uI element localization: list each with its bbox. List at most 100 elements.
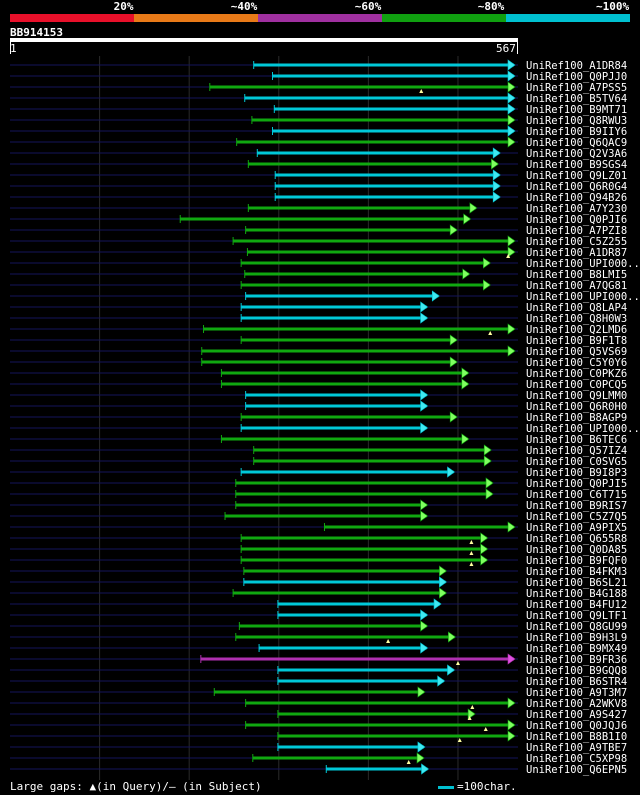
hit-bar[interactable]	[243, 569, 446, 573]
hit-bar[interactable]	[244, 272, 469, 276]
hit-label[interactable]: UniRef100_B9I8P3	[526, 467, 627, 479]
hit-label[interactable]: UniRef100_B6STR4	[526, 676, 627, 688]
hit-bar[interactable]	[259, 646, 427, 650]
hit-label[interactable]: UniRef100_Q9LTF1	[526, 610, 627, 622]
hit-bar[interactable]	[241, 261, 490, 265]
hit-label[interactable]: UniRef100_C0PCQ5	[526, 379, 627, 391]
hit-label[interactable]: UniRef100_Q0PJI6	[526, 214, 627, 226]
hit-label[interactable]: UniRef100_A7Y230	[526, 203, 627, 215]
hit-bar[interactable]	[248, 206, 476, 210]
hit-label[interactable]: UniRef100_Q0DA85	[526, 544, 627, 556]
hit-bar[interactable]	[236, 140, 515, 144]
hit-label[interactable]: UniRef100_A2WKV8	[526, 698, 627, 710]
hit-bar[interactable]	[241, 426, 427, 430]
hit-label[interactable]: UniRef100_Q8LAP4	[526, 302, 627, 314]
hit-label[interactable]: UniRef100_B9H3L9	[526, 632, 627, 644]
hit-label[interactable]: UniRef100_A7PZI8	[526, 225, 627, 237]
hit-label[interactable]: UniRef100_Q6EPN5	[526, 764, 627, 776]
hit-label[interactable]: UniRef100_B6SL21	[526, 577, 627, 589]
hit-label[interactable]: UniRef100_A9PIX5	[526, 522, 627, 534]
hit-bar[interactable]	[241, 305, 427, 309]
hit-label[interactable]: UniRef100_C5XP98	[526, 753, 627, 765]
hit-bar[interactable]	[245, 393, 427, 397]
hit-label[interactable]: UniRef100_Q5VS69	[526, 346, 627, 358]
hit-bar[interactable]	[180, 217, 470, 221]
hit-label[interactable]: UniRef100_A9TBE7	[526, 742, 627, 754]
hit-bar[interactable]	[272, 74, 514, 78]
hit-bar[interactable]	[214, 690, 424, 694]
hit-label[interactable]: UniRef100_A9S427	[526, 709, 627, 721]
hit-bar[interactable]	[225, 514, 427, 518]
hit-bar[interactable]	[247, 250, 514, 254]
hit-bar[interactable]	[221, 382, 468, 386]
hit-label[interactable]: UniRef100_Q6R0H0	[526, 401, 627, 413]
hit-label[interactable]: UniRef100_Q8H0W3	[526, 313, 627, 325]
hit-bar[interactable]	[221, 371, 468, 375]
hit-label[interactable]: UniRef100_B4FKM3	[526, 566, 627, 578]
hit-bar[interactable]	[235, 635, 455, 639]
hit-bar[interactable]	[274, 107, 514, 111]
hit-bar[interactable]	[235, 503, 427, 507]
hit-label[interactable]: UniRef100_Q9LMM0	[526, 390, 627, 402]
hit-label[interactable]: UniRef100_B9FR36	[526, 654, 627, 666]
hit-bar[interactable]	[277, 734, 514, 738]
hit-label[interactable]: UniRef100_B8B1I0	[526, 731, 627, 743]
hit-label[interactable]: UniRef100_Q0PJI5	[526, 478, 627, 490]
hit-bar[interactable]	[233, 591, 446, 595]
hit-bar[interactable]	[277, 745, 424, 749]
hit-bar[interactable]	[245, 723, 514, 727]
hit-bar[interactable]	[275, 195, 500, 199]
hit-label[interactable]: UniRef100_Q0JQJ6	[526, 720, 627, 732]
hit-label[interactable]: UniRef100_A7QG81	[526, 280, 627, 292]
hit-bar[interactable]	[277, 602, 441, 606]
hit-bar[interactable]	[326, 767, 428, 771]
hit-bar[interactable]	[277, 679, 444, 683]
hit-bar[interactable]	[253, 63, 514, 67]
hit-bar[interactable]	[253, 448, 491, 452]
hit-bar[interactable]	[235, 492, 493, 496]
hit-bar[interactable]	[324, 525, 514, 529]
hit-bar[interactable]	[257, 151, 500, 155]
hit-bar[interactable]	[277, 668, 454, 672]
hit-bar[interactable]	[241, 470, 454, 474]
hit-label[interactable]: UniRef100_Q2V3A6	[526, 148, 627, 160]
hit-label[interactable]: UniRef100_B8LMI5	[526, 269, 627, 281]
hit-label[interactable]: UniRef100_B9IIY6	[526, 126, 627, 138]
hit-label[interactable]: UniRef100_B8AGP9	[526, 412, 627, 424]
hit-label[interactable]: UniRef100_C6T715	[526, 489, 627, 501]
hit-bar[interactable]	[241, 415, 457, 419]
hit-bar[interactable]	[248, 162, 498, 166]
hit-label[interactable]: UniRef100_C5Z7Q5	[526, 511, 627, 523]
hit-label[interactable]: UniRef100_C0PKZ6	[526, 368, 627, 380]
hit-bar[interactable]	[277, 712, 475, 716]
hit-bar[interactable]	[245, 404, 427, 408]
hit-bar[interactable]	[244, 96, 514, 100]
hit-bar[interactable]	[243, 580, 446, 584]
hit-bar[interactable]	[275, 184, 500, 188]
hit-bar[interactable]	[239, 624, 427, 628]
hit-bar[interactable]	[200, 657, 514, 661]
hit-label[interactable]: UniRef100_A1DR87	[526, 247, 627, 259]
hit-label[interactable]: UniRef100_B5TV64	[526, 93, 627, 105]
hit-bar[interactable]	[203, 327, 514, 331]
hit-bar[interactable]	[221, 437, 468, 441]
hit-bar[interactable]	[272, 129, 514, 133]
hit-label[interactable]: UniRef100_Q0PJJ0	[526, 71, 627, 83]
hit-label[interactable]: UniRef100_B6TEC6	[526, 434, 627, 446]
hit-label[interactable]: UniRef100_A1DR84	[526, 60, 627, 72]
hit-label[interactable]: UniRef100_Q9LZ01	[526, 170, 627, 182]
hit-label[interactable]: UniRef100_B9MT71	[526, 104, 627, 116]
hit-bar[interactable]	[252, 756, 424, 760]
hit-label[interactable]: UniRef100_C0SVG5	[526, 456, 627, 468]
hit-label[interactable]: UniRef100_B9MX49	[526, 643, 627, 655]
hit-label[interactable]: UniRef100_C5Y0Y6	[526, 357, 627, 369]
hit-bar[interactable]	[241, 536, 487, 540]
hit-label[interactable]: UniRef100_UPI000..	[526, 258, 640, 270]
hit-label[interactable]: UniRef100_UPI000..	[526, 423, 640, 435]
hit-label[interactable]: UniRef100_Q2LMD6	[526, 324, 627, 336]
hit-label[interactable]: UniRef100_B4FU12	[526, 599, 627, 611]
hit-label[interactable]: UniRef100_Q94B26	[526, 192, 627, 204]
hit-label[interactable]: UniRef100_Q8GU99	[526, 621, 627, 633]
hit-label[interactable]: UniRef100_B4G188	[526, 588, 627, 600]
hit-bar[interactable]	[241, 316, 427, 320]
